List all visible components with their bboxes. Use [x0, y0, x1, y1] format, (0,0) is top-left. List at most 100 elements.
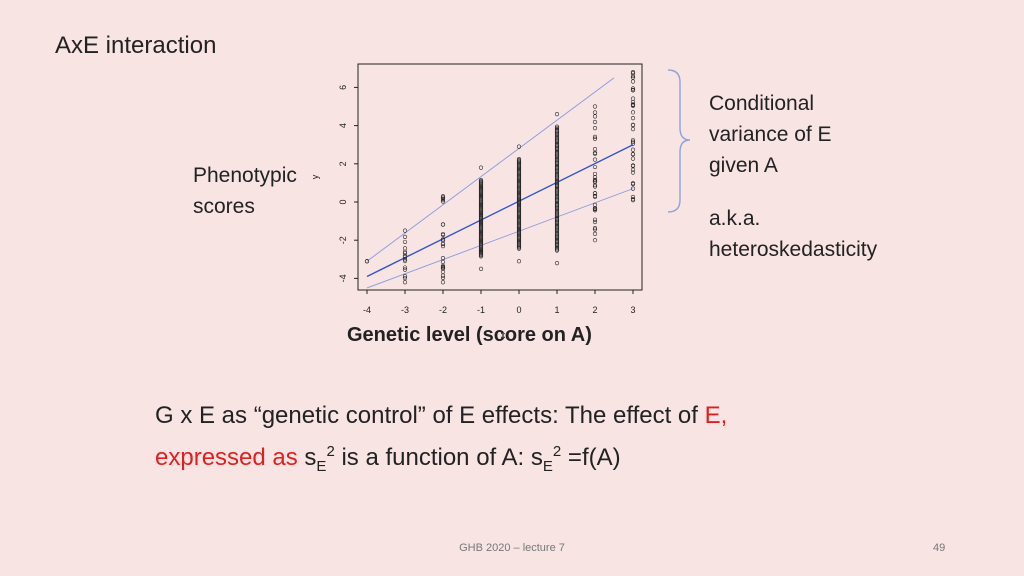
data-point [440, 275, 446, 281]
data-point [630, 96, 636, 101]
data-point [516, 222, 522, 227]
data-point [630, 87, 636, 93]
data-point [630, 71, 636, 76]
data-point [440, 265, 446, 270]
data-point [516, 233, 522, 238]
data-point [516, 165, 522, 170]
data-point [516, 232, 522, 237]
data-point [440, 241, 446, 247]
y-tick-label: 6 [338, 85, 348, 90]
data-point [592, 136, 598, 141]
data-point [516, 170, 522, 175]
y-tick-label: 2 [338, 161, 348, 166]
data-point [440, 199, 446, 204]
statement-part1: G x E as “genetic control” of E effects:… [155, 402, 705, 429]
data-point [516, 159, 522, 164]
data-point [516, 161, 522, 166]
x-axis-small-label: x [501, 330, 506, 340]
data-point [630, 86, 636, 91]
data-point [516, 259, 522, 264]
y-axis-label: Phenotypic scores [193, 160, 297, 222]
data-point [516, 144, 522, 149]
data-point [402, 228, 408, 233]
x-axis-label: Genetic level (score on A) [347, 324, 592, 346]
statement-line-2: expressed as sE2 is a function of A: sE2… [155, 434, 727, 485]
data-point [516, 166, 522, 172]
data-point [516, 187, 522, 192]
data-point [592, 231, 598, 236]
data-point [402, 257, 408, 262]
data-point [592, 217, 598, 222]
data-point [516, 208, 522, 213]
data-point [554, 124, 560, 129]
y-tick-label: -4 [338, 274, 348, 282]
data-point [516, 246, 522, 251]
data-point [630, 163, 636, 169]
data-point [516, 238, 522, 244]
point-column [402, 228, 408, 285]
data-point [516, 203, 522, 209]
data-point [516, 229, 522, 234]
data-point [592, 238, 598, 243]
data-point [402, 251, 408, 256]
x-tick-label: -3 [401, 305, 409, 315]
data-point [516, 210, 522, 215]
data-point [402, 258, 408, 264]
data-point [516, 234, 522, 239]
data-point [630, 127, 636, 132]
data-point [478, 266, 484, 271]
data-point [516, 215, 522, 221]
data-point [440, 232, 446, 238]
note-line-2: variance of E [709, 123, 832, 146]
data-point [516, 236, 522, 241]
data-point [440, 195, 446, 200]
data-point [592, 179, 598, 184]
data-point [516, 195, 522, 200]
x-tick-label: -1 [477, 305, 485, 315]
data-point [516, 211, 522, 216]
data-point [516, 183, 522, 188]
data-point [554, 126, 560, 132]
data-point [516, 235, 522, 240]
data-point [630, 151, 636, 157]
data-point [516, 240, 522, 245]
statement-sup-2b: 2 [552, 443, 562, 460]
data-point [592, 171, 598, 177]
note-aka-2: heteroskedasticity [709, 238, 878, 261]
data-point [440, 196, 446, 201]
data-point [516, 190, 522, 196]
page-number: 49 [933, 542, 946, 554]
data-point [516, 177, 522, 182]
data-point [516, 174, 522, 179]
data-point [516, 182, 522, 187]
data-point [592, 104, 598, 109]
data-point [440, 244, 446, 249]
statement-sup-2: 2 [326, 443, 335, 460]
data-point [554, 125, 560, 131]
data-point [516, 196, 522, 201]
data-point [630, 116, 636, 121]
data-point [516, 223, 522, 228]
data-point [516, 230, 522, 235]
data-point [516, 199, 522, 204]
data-point [630, 147, 636, 152]
data-point [516, 226, 522, 232]
data-point [630, 122, 636, 128]
data-point [516, 198, 522, 203]
data-point [364, 259, 370, 264]
data-point [516, 167, 522, 173]
data-point [478, 178, 484, 183]
point-column [592, 104, 598, 243]
data-point [516, 158, 522, 163]
statement-middle: is a function of A: s [334, 444, 543, 471]
data-point [592, 126, 598, 131]
fit-line-3 [366, 188, 634, 289]
x-tick-label: 3 [630, 305, 635, 315]
data-point [516, 200, 522, 205]
data-point [630, 70, 636, 75]
data-point [592, 226, 598, 231]
data-point [478, 165, 484, 170]
data-point [516, 164, 522, 169]
data-point [516, 213, 522, 219]
data-point [402, 267, 408, 272]
